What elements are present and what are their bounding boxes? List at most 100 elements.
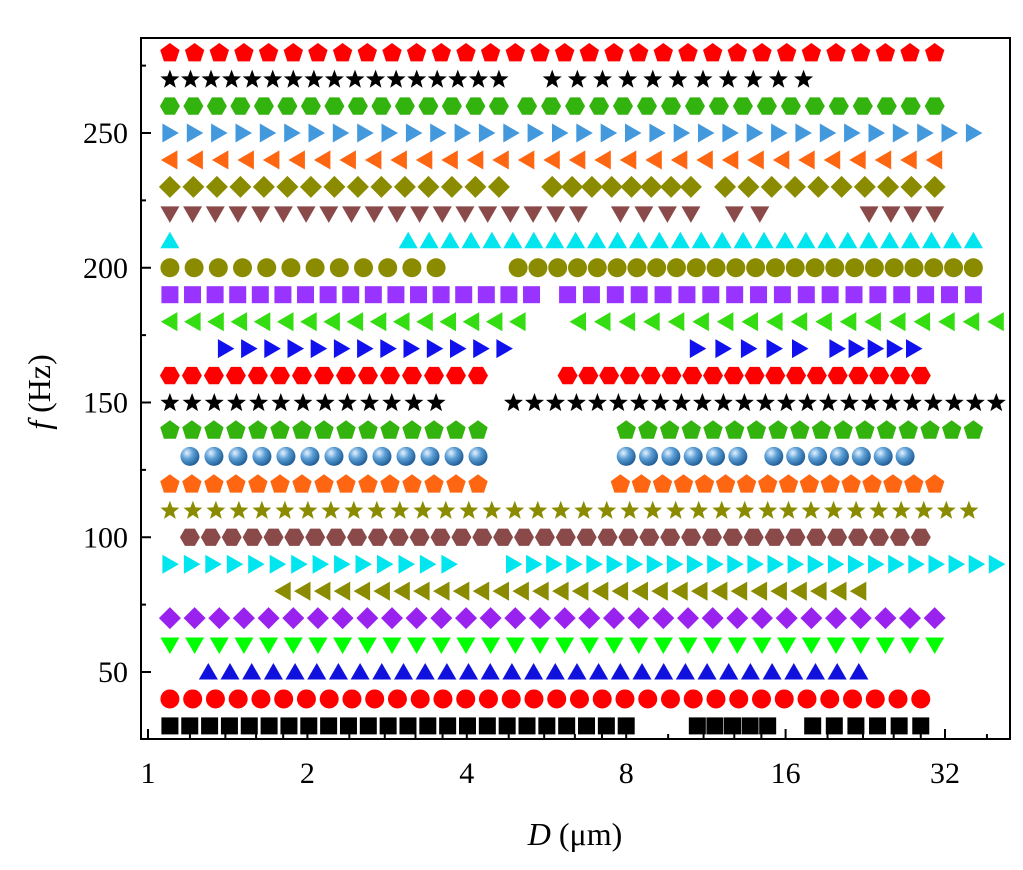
data-point: [182, 175, 205, 198]
data-point: [431, 43, 451, 62]
data-point: [288, 150, 305, 170]
data-point: [523, 286, 541, 304]
data-point: [728, 446, 748, 466]
data-point: [606, 286, 624, 304]
data-point: [541, 175, 564, 198]
data-point: [900, 43, 920, 62]
data-point: [944, 258, 964, 278]
data-point: [716, 312, 734, 332]
data-point: [589, 97, 610, 115]
data-point: [259, 637, 279, 654]
data-point: [304, 69, 324, 88]
data-point: [689, 339, 707, 359]
data-point: [594, 312, 611, 332]
data-point: [369, 312, 387, 332]
data-point: [380, 339, 397, 359]
data-point: [666, 500, 686, 519]
data-point: [410, 689, 430, 709]
data-point: [928, 554, 945, 574]
data-point: [247, 366, 268, 385]
data-point: [924, 97, 945, 115]
data-point: [848, 554, 865, 574]
data-point: [546, 554, 563, 574]
data-point: [456, 43, 476, 62]
data-point: [643, 312, 660, 332]
data-point: [847, 717, 865, 735]
data-point: [713, 393, 733, 412]
data-point: [329, 258, 349, 278]
data-point: [426, 393, 446, 412]
data-point: [651, 581, 668, 601]
data-point: [552, 581, 569, 601]
data-point: [251, 689, 271, 709]
data-point: [948, 554, 966, 574]
data-point: [206, 286, 224, 304]
data-point: [298, 500, 318, 519]
data-point: [652, 474, 673, 493]
data-point: [703, 43, 723, 62]
data-point: [566, 393, 586, 412]
data-point: [455, 206, 475, 223]
data-point: [925, 43, 945, 62]
data-point: [740, 339, 758, 359]
data-point: [650, 393, 670, 412]
data-point: [273, 206, 293, 223]
data-point: [548, 258, 568, 278]
data-point: [206, 500, 226, 519]
data-point: [785, 258, 805, 278]
data-point: [640, 366, 661, 385]
data-point: [313, 581, 331, 601]
data-point: [942, 231, 962, 249]
data-point: [211, 150, 229, 170]
data-point: [841, 474, 861, 493]
data-point: [775, 231, 795, 249]
data-point: [898, 420, 918, 439]
data-point: [468, 420, 488, 439]
data-point: [675, 663, 695, 680]
data-point: [838, 231, 858, 249]
data-point: [283, 69, 303, 88]
data-point: [586, 554, 603, 574]
series-f270: [160, 69, 814, 88]
data-point: [504, 607, 527, 630]
data-point: [750, 581, 768, 601]
data-point: [938, 312, 955, 332]
data-point: [426, 258, 446, 278]
data-point: [671, 581, 688, 601]
data-point: [270, 420, 290, 439]
y-tick-label: 250: [83, 117, 128, 150]
data-point: [160, 258, 180, 278]
data-point: [252, 500, 272, 519]
data-point: [468, 366, 488, 385]
data-point: [848, 366, 869, 385]
data-point: [547, 689, 567, 709]
data-point: [725, 420, 745, 439]
data-point: [875, 43, 896, 62]
data-point: [715, 339, 732, 359]
data-point: [829, 446, 849, 466]
data-point: [527, 123, 545, 143]
data-point: [504, 393, 523, 412]
data-point: [610, 474, 631, 493]
data-point: [528, 500, 548, 519]
series-f50: [198, 663, 869, 680]
data-point: [906, 339, 923, 359]
data-point: [750, 206, 770, 223]
data-point: [517, 97, 538, 115]
data-point: [220, 717, 238, 735]
data-point: [805, 663, 825, 680]
x-tick-label: 16: [771, 757, 801, 790]
data-point: [545, 231, 565, 249]
data-point: [321, 500, 341, 519]
data-point: [733, 231, 753, 249]
data-point: [292, 420, 312, 439]
data-point: [320, 717, 338, 735]
data-point: [902, 393, 922, 412]
data-point: [455, 286, 473, 304]
data-point: [500, 286, 518, 304]
data-point: [380, 474, 400, 493]
data-point: [867, 339, 885, 359]
data-point: [558, 717, 576, 735]
data-point: [378, 258, 398, 278]
data-point: [962, 312, 980, 332]
